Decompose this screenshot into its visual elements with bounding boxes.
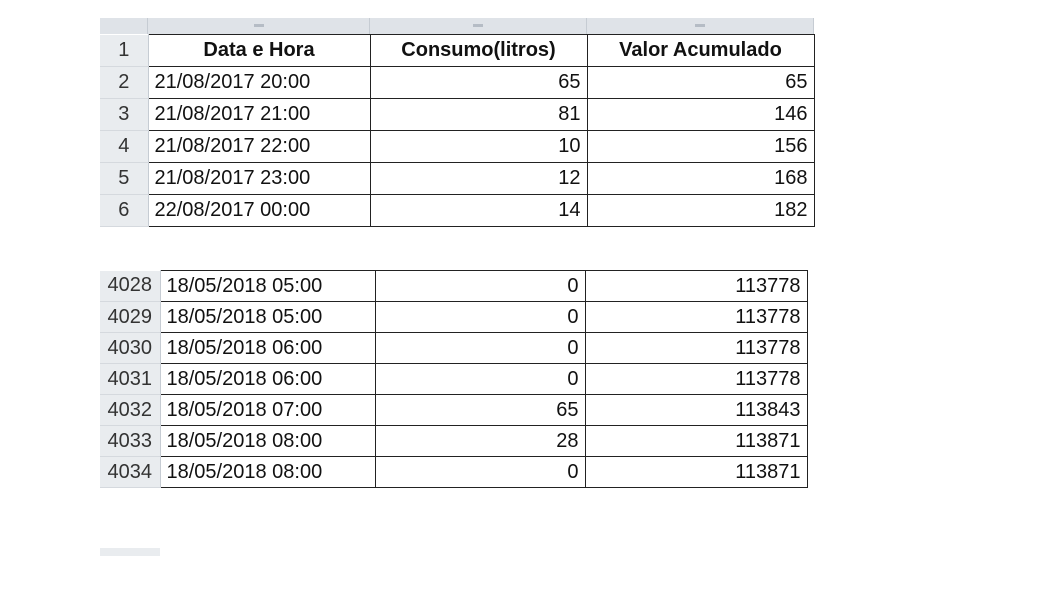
row-number[interactable]: 4 (100, 130, 149, 163)
table-row: 4033 18/05/2018 08:00 28 113871 (100, 425, 808, 457)
consumo-cell[interactable]: 14 (369, 194, 588, 227)
date-cell[interactable]: 18/05/2018 06:00 (159, 363, 376, 395)
consumo-cell[interactable]: 10 (369, 130, 588, 163)
date-cell[interactable]: 18/05/2018 08:00 (159, 456, 376, 488)
row-number[interactable]: 4029 (100, 301, 161, 333)
date-cell[interactable]: 21/08/2017 23:00 (147, 162, 371, 195)
row-number[interactable]: 4033 (100, 425, 161, 457)
acumulado-cell[interactable]: 113778 (584, 301, 808, 333)
column-header-b[interactable] (370, 18, 587, 34)
row-number[interactable]: 4032 (100, 394, 161, 426)
row-number[interactable]: 4028 (100, 270, 161, 302)
date-cell[interactable]: 22/08/2017 00:00 (147, 194, 371, 227)
data-table-top: 1 Data e Hora Consumo(litros) Valor Acum… (100, 34, 815, 227)
acumulado-cell[interactable]: 146 (586, 98, 815, 131)
consumo-cell[interactable]: 81 (369, 98, 588, 131)
acumulado-cell[interactable]: 113843 (584, 394, 808, 426)
row-number[interactable]: 6 (100, 194, 149, 227)
consumo-cell[interactable]: 0 (374, 270, 586, 302)
table-row: 4034 18/05/2018 08:00 0 113871 (100, 456, 808, 488)
header-cell-data-e-hora[interactable]: Data e Hora (147, 34, 371, 67)
acumulado-cell[interactable]: 168 (586, 162, 815, 195)
table-row: 4029 18/05/2018 05:00 0 113778 (100, 301, 808, 333)
column-header-letter-mark (473, 24, 483, 27)
date-cell[interactable]: 18/05/2018 05:00 (159, 301, 376, 333)
consumo-cell[interactable]: 0 (374, 332, 586, 364)
column-header-c[interactable] (587, 18, 814, 34)
table-row: 4028 18/05/2018 05:00 0 113778 (100, 270, 808, 302)
date-cell[interactable]: 18/05/2018 05:00 (159, 270, 376, 302)
acumulado-cell[interactable]: 113778 (584, 332, 808, 364)
consumo-cell[interactable]: 65 (374, 394, 586, 426)
header-cell-valor-acumulado[interactable]: Valor Acumulado (586, 34, 815, 67)
row-number[interactable]: 5 (100, 162, 149, 195)
table-header-row: 1 Data e Hora Consumo(litros) Valor Acum… (100, 34, 815, 67)
consumo-cell[interactable]: 0 (374, 301, 586, 333)
acumulado-cell[interactable]: 182 (586, 194, 815, 227)
date-cell[interactable]: 21/08/2017 22:00 (147, 130, 371, 163)
date-cell[interactable]: 18/05/2018 08:00 (159, 425, 376, 457)
table-row: 4031 18/05/2018 06:00 0 113778 (100, 363, 808, 395)
row-number[interactable]: 4031 (100, 363, 161, 395)
date-cell[interactable]: 18/05/2018 06:00 (159, 332, 376, 364)
column-header-letter-mark (253, 24, 264, 27)
data-table-bottom: 4028 18/05/2018 05:00 0 113778 4029 18/0… (100, 270, 808, 488)
column-header-letter-mark (695, 24, 705, 27)
consumo-cell[interactable]: 65 (369, 66, 588, 99)
row-number[interactable]: 3 (100, 98, 149, 131)
date-cell[interactable]: 21/08/2017 20:00 (147, 66, 371, 99)
header-cell-consumo[interactable]: Consumo(litros) (369, 34, 588, 67)
consumo-cell[interactable]: 0 (374, 456, 586, 488)
acumulado-cell[interactable]: 113778 (584, 363, 808, 395)
date-cell[interactable]: 21/08/2017 21:00 (147, 98, 371, 131)
acumulado-cell[interactable]: 113871 (584, 425, 808, 457)
consumo-cell[interactable]: 0 (374, 363, 586, 395)
table-row: 4 21/08/2017 22:00 10 156 (100, 130, 815, 163)
row-number[interactable]: 2 (100, 66, 149, 99)
row-number[interactable]: 4030 (100, 332, 161, 364)
acumulado-cell[interactable]: 113778 (584, 270, 808, 302)
table-row: 4030 18/05/2018 06:00 0 113778 (100, 332, 808, 364)
row-header-edge (100, 548, 160, 556)
acumulado-cell[interactable]: 113871 (584, 456, 808, 488)
table-row: 3 21/08/2017 21:00 81 146 (100, 98, 815, 131)
consumo-cell[interactable]: 28 (374, 425, 586, 457)
column-header-a[interactable] (148, 18, 370, 34)
column-header-corner[interactable] (100, 18, 148, 34)
table-row: 2 21/08/2017 20:00 65 65 (100, 66, 815, 99)
consumo-cell[interactable]: 12 (369, 162, 588, 195)
row-number[interactable]: 4034 (100, 456, 161, 488)
table-row: 5 21/08/2017 23:00 12 168 (100, 162, 815, 195)
table-row: 6 22/08/2017 00:00 14 182 (100, 194, 815, 227)
acumulado-cell[interactable]: 156 (586, 130, 815, 163)
acumulado-cell[interactable]: 65 (586, 66, 815, 99)
row-number[interactable]: 1 (100, 34, 149, 67)
table-row: 4032 18/05/2018 07:00 65 113843 (100, 394, 808, 426)
date-cell[interactable]: 18/05/2018 07:00 (159, 394, 376, 426)
